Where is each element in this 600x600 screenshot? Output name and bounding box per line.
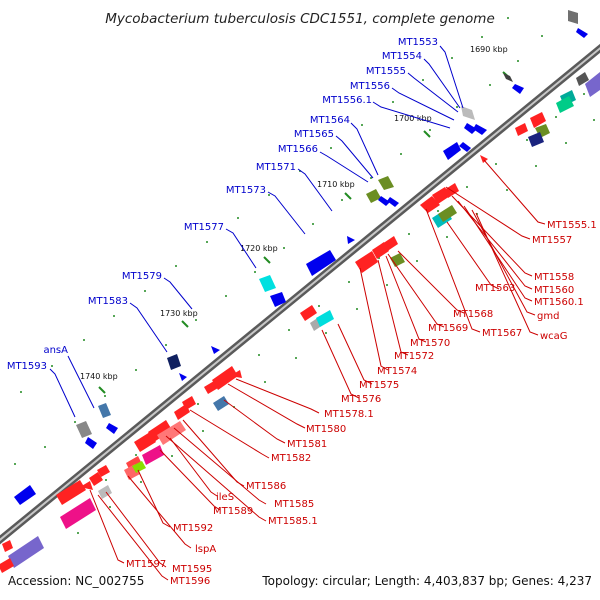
gene-label-mt1595: MT1595 <box>172 564 212 575</box>
kbp-tick-labels: 1690 kbp 1700 kbp 1710 kbp 1720 kbp 1730… <box>80 45 508 381</box>
gene-label-mt1564: MT1564 <box>310 115 350 126</box>
reverse-leader-lines <box>89 159 546 581</box>
gene-label-mt1557: MT1557 <box>532 235 572 246</box>
gene-label-mt1593: MT1593 <box>7 361 47 372</box>
tick-label-1740: 1740 kbp <box>80 372 118 381</box>
gene-label-mt1578-1: MT1578.1 <box>324 409 374 420</box>
gene-label-mt1574: MT1574 <box>377 366 417 377</box>
gene-label-mt1569: MT1569 <box>428 323 468 334</box>
gene-label-gmd: gmd <box>537 311 559 322</box>
gene-label-mt1565: MT1565 <box>294 129 334 140</box>
gene-label-mt1570: MT1570 <box>410 338 450 349</box>
genome-backbone <box>0 43 600 545</box>
gene-label-mt1563: MT1563 <box>475 283 515 294</box>
gene-label-mt1582: MT1582 <box>271 453 311 464</box>
gene-label-mt1586: MT1586 <box>246 481 286 492</box>
gene-label-mt1556: MT1556 <box>350 81 390 92</box>
reverse-genes <box>0 72 589 573</box>
gene-label-mt1568: MT1568 <box>453 309 493 320</box>
gene-label-ansa: ansA <box>43 345 68 356</box>
gene-label-mt1581: MT1581 <box>287 439 327 450</box>
topology-summary-text: Topology: circular; Length: 4,403,837 bp… <box>261 574 592 588</box>
tick-label-1690: 1690 kbp <box>470 45 508 54</box>
gene-label-mt1597: MT1597 <box>126 559 166 570</box>
gene-label-mt1596: MT1596 <box>170 576 210 587</box>
gene-label-mt1560-1: MT1560.1 <box>534 297 584 308</box>
gene-label-mt1589: MT1589 <box>213 506 253 517</box>
gene-label-mt1572: MT1572 <box>394 351 434 362</box>
gene-label-mt1577: MT1577 <box>184 222 224 233</box>
gene-label-mt1575: MT1575 <box>359 380 399 391</box>
tick-label-1720: 1720 kbp <box>240 244 278 253</box>
accession-text: Accession: NC_002755 <box>8 574 144 588</box>
gene-label-wcag: wcaG <box>540 331 568 342</box>
tick-label-1710: 1710 kbp <box>317 180 355 189</box>
gene-label-mt1558: MT1558 <box>534 272 574 283</box>
gene-label-mt1560: MT1560 <box>534 285 574 296</box>
gene-label-mt1580: MT1580 <box>306 424 346 435</box>
forward-leader-lines <box>49 45 464 418</box>
gene-label-iles: ileS <box>216 492 234 503</box>
forward-gene-labels: MT1553 MT1554 MT1555 MT1556 MT1556.1 MT1… <box>7 37 438 372</box>
reverse-gene-labels: MT1555.1 MT1557 MT1558 MT1560 MT1560.1 g… <box>126 220 597 587</box>
tick-label-1700: 1700 kbp <box>394 114 432 123</box>
gene-label-mt1556-1: MT1556.1 <box>322 95 372 106</box>
gene-label-mt1553: MT1553 <box>398 37 438 48</box>
gene-label-mt1573: MT1573 <box>226 185 266 196</box>
tick-label-1730: 1730 kbp <box>160 309 198 318</box>
map-title: Mycobacterium tuberculosis CDC1551, comp… <box>105 11 495 27</box>
gene-label-mt1567: MT1567 <box>482 328 522 339</box>
gene-label-mt1566: MT1566 <box>278 144 318 155</box>
gene-label-mt1579: MT1579 <box>122 271 162 282</box>
forward-genes <box>14 10 600 505</box>
gene-label-lspa: lspA <box>195 544 216 555</box>
gene-label-mt1571: MT1571 <box>256 162 296 173</box>
gene-label-mt1585-1: MT1585.1 <box>268 516 318 527</box>
gene-label-mt1592: MT1592 <box>173 523 213 534</box>
gene-label-mt1555-1: MT1555.1 <box>547 220 597 231</box>
gene-label-mt1585: MT1585 <box>274 499 314 510</box>
gene-label-mt1555: MT1555 <box>366 66 406 77</box>
gene-label-mt1576: MT1576 <box>341 394 381 405</box>
gene-label-mt1554: MT1554 <box>382 51 422 62</box>
gene-label-mt1583: MT1583 <box>88 296 128 307</box>
